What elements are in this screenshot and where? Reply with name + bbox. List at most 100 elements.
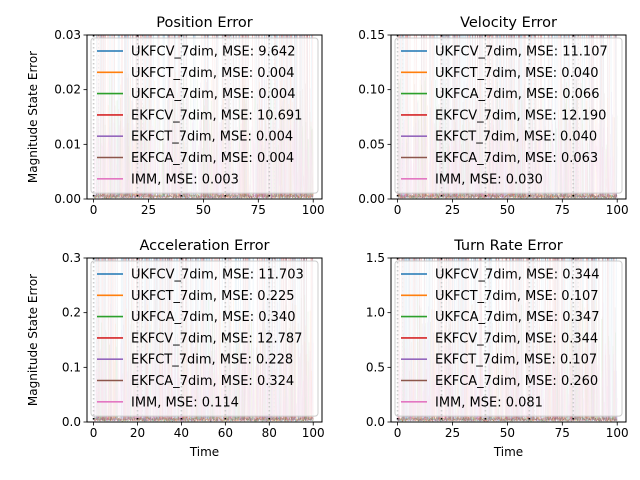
legend-entry: IMM, MSE: 0.003 [131,172,239,187]
y-tick-label: 0.10 [358,83,385,97]
x-tick-label: 100 [606,203,629,217]
legend-box [90,260,319,417]
x-tick-label: 100 [302,203,325,217]
x-axis-label: Time [493,445,523,459]
subplot-3: 0 20 40 60 80 100 0.0 0.1 0.2 0.3 Acceleration Err… [26,238,325,459]
legend: UKFCV_7dim, MSE: 9.642 UKFCT_7dim, MSE: 0… [90,37,319,194]
series-line [397,258,618,422]
y-tick-label: 0.0 [62,415,81,429]
x-tick-label: 0 [394,203,402,217]
legend-entry: EKFCT_7dim, MSE: 0.228 [131,353,293,368]
series-line [93,35,314,199]
legend: UKFCV_7dim, MSE: 11.107 UKFCT_7dim, MSE: … [394,37,623,194]
series-line [93,258,313,422]
x-tick-label: 60 [218,426,233,440]
y-tick-label: 0.15 [358,28,385,42]
legend-entry: IMM, MSE: 0.030 [435,172,543,187]
series-line [93,294,314,422]
x-tick-label: 25 [445,426,460,440]
x-tick-label: 20 [130,426,145,440]
x-tick-label: 50 [196,203,211,217]
series-line [397,35,617,199]
y-tick-label: 0.1 [62,360,81,374]
x-tick-label: 50 [500,426,515,440]
x-tick-label: 100 [606,426,629,440]
legend-entry: EKFCA_7dim, MSE: 0.063 [435,151,598,166]
y-axis-label: Magnitude State Error [26,274,40,406]
x-tick-label: 75 [555,203,570,217]
y-tick-label: 0.2 [62,306,81,320]
legend-box [394,37,623,194]
axes-frame [86,257,323,423]
legend-entry: EKFCA_7dim, MSE: 0.004 [131,151,294,166]
x-tick-label: 0 [90,426,98,440]
x-tick-label: 75 [251,203,266,217]
y-tick-label: 0.03 [54,28,81,42]
y-tick-label: 0.01 [54,137,81,151]
legend-box [394,260,623,417]
legend-entry: UKFCA_7dim, MSE: 0.347 [435,310,599,325]
y-tick-label: 0.5 [366,360,385,374]
legend: UKFCV_7dim, MSE: 11.703 UKFCT_7dim, MSE: … [90,260,319,417]
y-tick-label: 0.3 [62,251,81,265]
series-line [397,71,618,199]
subplot-title: Turn Rate Error [453,238,563,254]
x-tick-label: 80 [262,426,277,440]
legend-entry: EKFCT_7dim, MSE: 0.107 [435,353,597,368]
legend-entry: EKFCT_7dim, MSE: 0.040 [435,130,597,145]
series-line [397,298,618,422]
series-line [397,295,618,422]
series-line [397,258,618,422]
subplot-title: Acceleration Error [139,238,269,254]
legend-entry: UKFCA_7dim, MSE: 0.340 [131,310,295,325]
legend-entry: EKFCV_7dim, MSE: 0.344 [435,331,598,346]
legend-entry: EKFCV_7dim, MSE: 12.787 [131,331,302,346]
legend-entry: EKFCA_7dim, MSE: 0.260 [435,374,598,389]
legend-entry: UKFCT_7dim, MSE: 0.225 [131,289,295,304]
y-tick-label: 1.5 [366,251,385,265]
y-tick-label: 0.00 [54,192,81,206]
legend-entry: UKFCA_7dim, MSE: 0.066 [435,87,599,102]
subplot-2: 0 25 50 75 100 0.00 0.05 0.10 0.15 Velocity Error… [358,15,629,217]
y-tick-label: 0.05 [358,137,385,151]
x-tick-label: 40 [174,426,189,440]
series-line [93,258,314,422]
subplot-4: 0 25 50 75 100 0.0 0.5 1.0 1.5 Turn Rate Error Tim… [366,238,629,459]
legend-entry: EKFCA_7dim, MSE: 0.324 [131,374,294,389]
axes-frame [390,34,627,200]
legend-entry: UKFCA_7dim, MSE: 0.004 [131,87,295,102]
legend-entry: EKFCT_7dim, MSE: 0.004 [131,130,293,145]
legend-entry: IMM, MSE: 0.114 [131,395,239,410]
subplot-title: Position Error [156,15,252,31]
legend-entry: IMM, MSE: 0.081 [435,395,543,410]
axes-frame [390,257,627,423]
x-tick-label: 25 [141,203,156,217]
series-line [397,71,618,199]
legend: UKFCV_7dim, MSE: 0.344 UKFCT_7dim, MSE: 0… [394,260,623,417]
y-tick-label: 1.0 [366,306,385,320]
legend-entry: UKFCV_7dim, MSE: 0.344 [435,268,599,283]
legend-entry: UKFCV_7dim, MSE: 11.107 [435,45,608,60]
legend-entry: EKFCV_7dim, MSE: 12.190 [435,108,606,123]
series-line [397,296,618,422]
x-tick-label: 75 [555,426,570,440]
x-axis-label: Time [189,445,219,459]
subplot-title: Velocity Error [460,15,557,31]
x-tick-label: 25 [445,203,460,217]
series-line [397,35,618,199]
series-line [93,35,314,199]
y-tick-label: 0.00 [358,192,385,206]
legend-entry: UKFCT_7dim, MSE: 0.107 [435,289,599,304]
axes-frame [86,34,323,200]
legend-entry: UKFCV_7dim, MSE: 11.703 [131,268,304,283]
legend-entry: UKFCT_7dim, MSE: 0.004 [131,66,295,81]
x-tick-label: 100 [302,426,325,440]
x-tick-label: 50 [500,203,515,217]
y-tick-label: 0.0 [366,415,385,429]
legend-entry: EKFCV_7dim, MSE: 10.691 [131,108,302,123]
legend-entry: UKFCT_7dim, MSE: 0.040 [435,66,599,81]
legend-box [90,37,319,194]
series-line [397,71,618,199]
series-line [93,72,314,199]
